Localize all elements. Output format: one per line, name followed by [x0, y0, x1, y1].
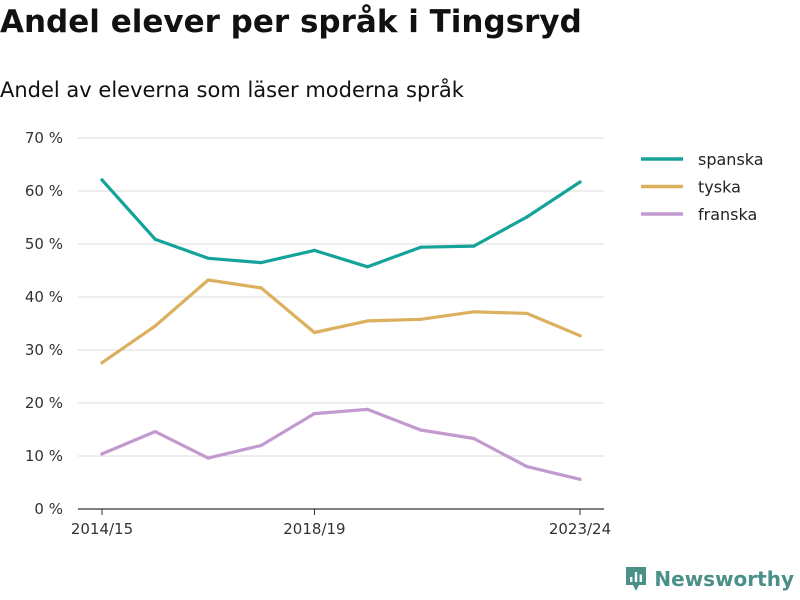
chart-title: Andel elever per språk i Tingsryd	[0, 4, 582, 40]
legend-label-tyska: tyska	[698, 178, 741, 197]
data-point-spanska	[578, 180, 582, 184]
x-tick-label: 2018/19	[283, 520, 345, 538]
data-point-franska	[419, 428, 423, 432]
data-point-franska	[472, 436, 476, 441]
y-tick-label: 40 %	[25, 288, 63, 306]
series-lines	[100, 178, 582, 481]
data-point-franska	[525, 465, 529, 469]
data-point-tyska	[472, 310, 476, 314]
data-point-spanska	[419, 245, 423, 249]
data-point-franska	[312, 412, 317, 416]
data-point-franska	[153, 430, 157, 434]
series-line-franska	[100, 407, 582, 481]
data-point-tyska	[312, 330, 317, 335]
x-tick-label: 2023/24	[549, 520, 611, 538]
data-point-franska	[259, 443, 263, 447]
legend-label-franska: franska	[698, 205, 757, 224]
x-tick-label: 2014/15	[71, 520, 133, 538]
data-point-spanska	[259, 260, 263, 265]
data-point-tyska	[365, 319, 370, 323]
data-point-tyska	[525, 311, 529, 316]
data-point-tyska	[259, 286, 263, 290]
series-line-tyska	[100, 278, 582, 365]
data-point-franska	[100, 452, 104, 456]
data-point-spanska	[525, 215, 529, 219]
data-point-tyska	[578, 334, 582, 338]
data-point-tyska	[100, 361, 104, 365]
series-line-spanska	[100, 178, 582, 269]
legend: spanska tyska franska	[641, 150, 764, 224]
brand-name: Newsworthy	[654, 567, 794, 591]
data-point-franska	[206, 456, 210, 460]
newsworthy-brand: Newsworthy	[624, 564, 794, 594]
data-point-spanska	[312, 248, 317, 252]
data-point-tyska	[206, 278, 210, 282]
newsworthy-logo-icon	[626, 567, 647, 591]
y-tick-label: 60 %	[25, 182, 63, 200]
y-tick-label: 0 %	[34, 500, 63, 518]
data-point-spanska	[153, 237, 157, 241]
gridlines	[78, 137, 604, 457]
data-point-spanska	[206, 256, 210, 260]
y-tick-label: 50 %	[25, 235, 63, 253]
data-point-franska	[578, 477, 582, 481]
data-point-franska	[365, 407, 370, 411]
y-tick-label: 20 %	[25, 394, 63, 412]
data-point-tyska	[419, 317, 423, 321]
data-point-spanska	[100, 178, 104, 182]
data-point-spanska	[365, 265, 370, 269]
data-point-tyska	[153, 324, 157, 328]
axes: 0 % 10 % 20 % 30 % 40 % 50 % 60 % 70 % 2014/15 20…	[25, 129, 611, 538]
chart-subtitle: Andel av eleverna som läser moderna språ…	[0, 78, 464, 102]
y-tick-label: 30 %	[25, 341, 63, 359]
y-tick-label: 70 %	[25, 129, 63, 147]
y-tick-label: 10 %	[25, 447, 63, 465]
legend-label-spanska: spanska	[698, 150, 764, 169]
data-point-spanska	[472, 244, 476, 248]
